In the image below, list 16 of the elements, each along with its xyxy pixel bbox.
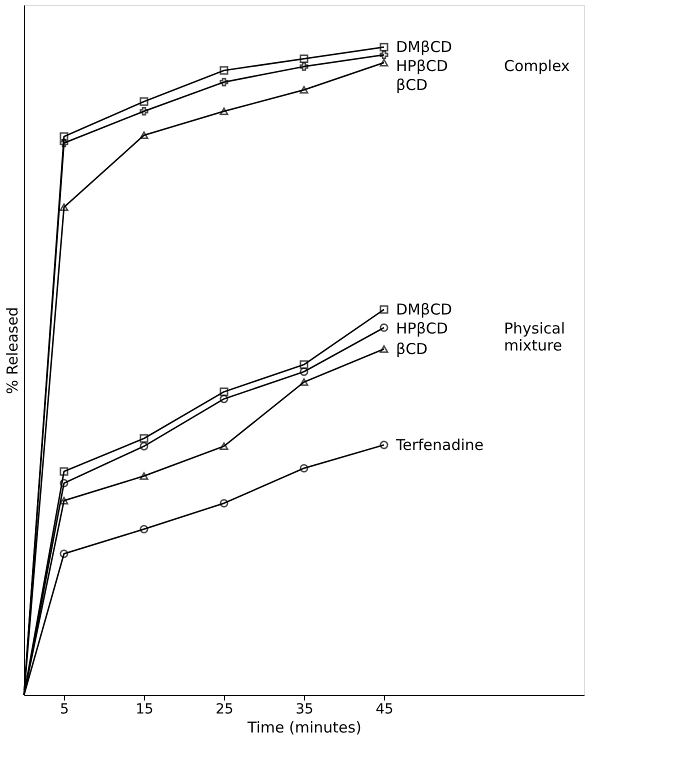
series-label: βCD: [396, 76, 428, 94]
series-label: DMβCD: [396, 300, 452, 319]
series-label: βCD: [396, 340, 428, 358]
annotation: Physical mixture: [504, 320, 566, 355]
series-label: DMβCD: [396, 38, 452, 56]
x-tick-label: 15: [136, 702, 154, 718]
series-label: HPβCD: [396, 320, 448, 338]
x-tick-label: 45: [376, 702, 394, 718]
x-tick-label: 35: [296, 702, 314, 718]
y-axis-title: % Released: [4, 306, 22, 394]
x-axis-title: Time (minutes): [246, 718, 362, 736]
series-label: HPβCD: [396, 57, 448, 76]
annotation: Complex: [504, 57, 570, 76]
x-tick-label: 25: [216, 702, 234, 718]
series-label: Terfenadine: [395, 436, 484, 454]
x-tick-label: 5: [60, 702, 69, 718]
